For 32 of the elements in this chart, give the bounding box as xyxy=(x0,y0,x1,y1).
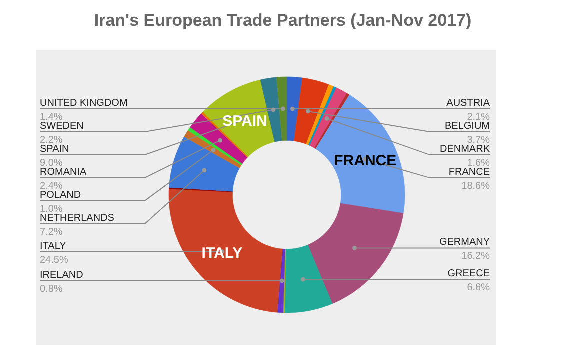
text: FRANCE xyxy=(334,152,397,170)
slice-label: IRELAND xyxy=(40,270,84,281)
slice-label: SWEDEN xyxy=(40,120,84,132)
text: ITALY xyxy=(202,244,243,262)
data-label: 2.1% xyxy=(467,112,490,124)
slice-label: DENMARK xyxy=(440,144,490,156)
slice-label: POLAND xyxy=(40,190,82,201)
data-label: 1.0% xyxy=(40,204,63,215)
data-label: 2.2% xyxy=(40,134,63,146)
text: SPAIN xyxy=(222,112,268,130)
data-label: 16.2% xyxy=(462,251,490,262)
data-label: 6.6% xyxy=(467,282,490,294)
slice-label: AUSTRIA xyxy=(446,98,490,110)
slice-label: SPAIN xyxy=(40,144,70,155)
data-label: 9.0% xyxy=(40,158,63,169)
slice-label: BELGIUM xyxy=(444,121,490,132)
slice-label: ITALY xyxy=(40,240,67,252)
data-label: 24.5% xyxy=(40,254,68,266)
slice-label: FRANCE xyxy=(448,167,490,178)
data-label: 1.6% xyxy=(467,158,490,170)
slice-label: ROMANIA xyxy=(40,166,87,178)
data-label: 1.4% xyxy=(40,112,63,123)
slice-label: NETHERLANDS xyxy=(40,212,115,224)
data-label: 0.8% xyxy=(40,284,63,295)
data-label: 2.4% xyxy=(40,180,63,192)
slice-label: UNITED KINGDOM xyxy=(40,98,128,109)
data-label: 7.2% xyxy=(40,226,63,238)
chart-title: Iran's European Trade Partners (Jan-Nov 2017) xyxy=(94,11,472,30)
data-label: 3.7% xyxy=(467,135,490,146)
slice-label: GREECE xyxy=(448,268,490,280)
slice-label: GERMANY xyxy=(439,237,490,248)
data-label: 18.6% xyxy=(462,181,490,192)
